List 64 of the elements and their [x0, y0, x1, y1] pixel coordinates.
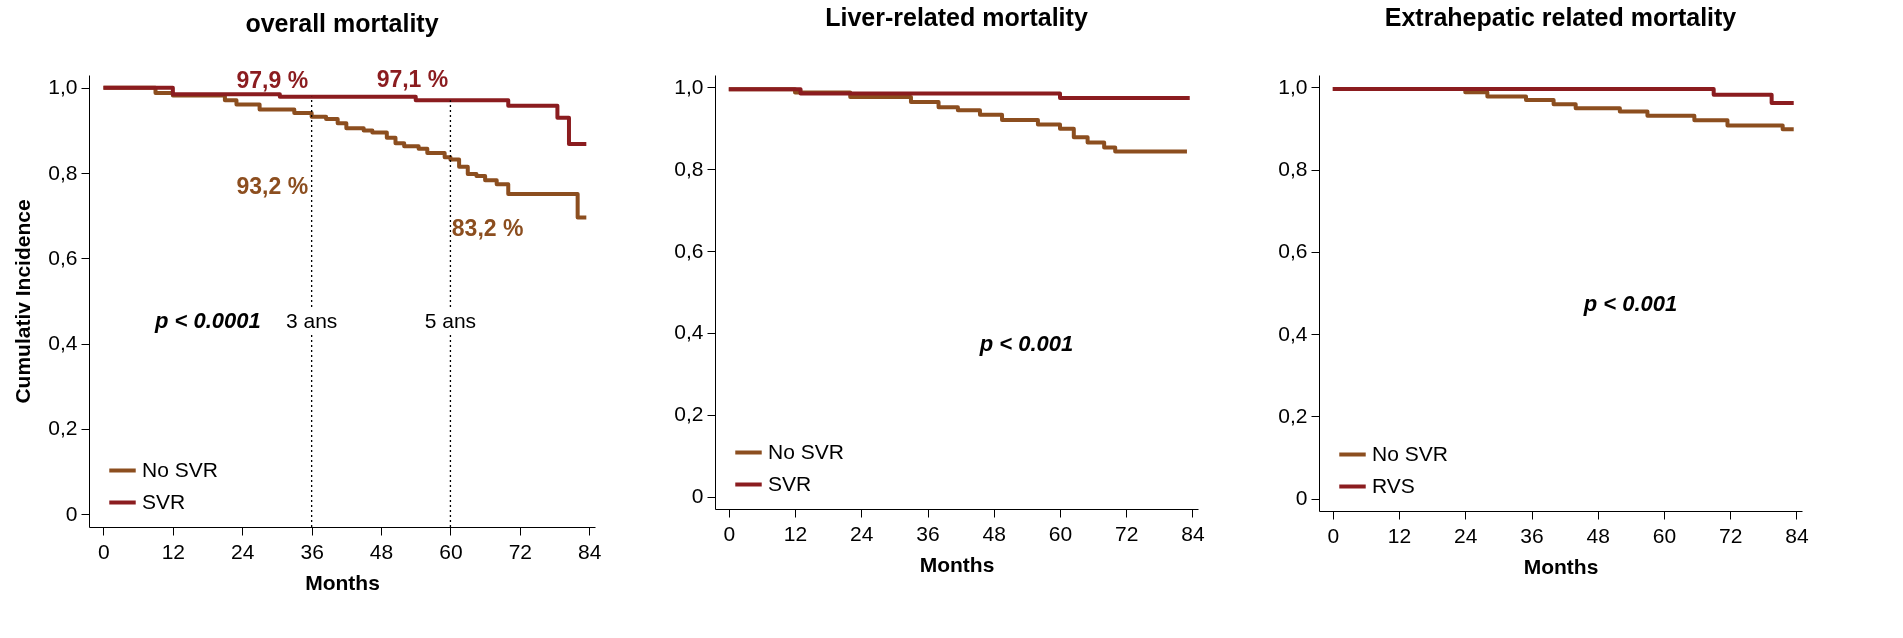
x-tick-label: 36 [300, 539, 324, 563]
x-tick-label: 24 [850, 521, 874, 545]
x-tick-label: 24 [1454, 523, 1478, 547]
x-tick-label: 48 [982, 521, 1006, 545]
x-tick-label: 84 [578, 539, 602, 563]
legend-label: SVR [142, 489, 186, 513]
x-axis-title: Months [305, 570, 380, 594]
annotation: p < 0.0001 [154, 308, 261, 334]
legend-label: SVR [768, 471, 812, 495]
x-tick-label: 12 [161, 539, 186, 563]
y-tick-label: 1,0 [48, 75, 78, 99]
chart-title: Liver-related mortality [825, 3, 1088, 31]
y-tick-label: 0 [691, 484, 704, 508]
annotation: 83,2 % [451, 215, 524, 242]
x-axis-title: Months [919, 552, 995, 576]
x-tick-label: 60 [439, 539, 463, 563]
x-tick-label: 0 [98, 539, 110, 563]
y-tick-label: 0,6 [48, 245, 78, 269]
y-tick-label: 0 [1295, 486, 1308, 510]
y-tick-label: 0,4 [1278, 321, 1308, 345]
legend-label: RVS [1372, 473, 1415, 497]
y-tick-label: 0,2 [1278, 403, 1308, 427]
x-tick-label: 24 [231, 539, 255, 563]
x-tick-label: 48 [369, 539, 394, 563]
x-tick-label: 60 [1652, 523, 1677, 547]
legend-label: No SVR [768, 439, 844, 463]
y-tick-label: 0,6 [674, 238, 704, 262]
annotation: 93,2 % [236, 173, 309, 200]
x-tick-label: 36 [916, 521, 940, 545]
x-tick-label: 72 [1115, 521, 1139, 545]
x-tick-label: 48 [1586, 523, 1610, 547]
ref-line-label: 3 ans [285, 309, 338, 333]
x-tick-label: 36 [1520, 523, 1544, 547]
x-tick-label: 12 [1387, 523, 1412, 547]
annotation: p < 0.001 [978, 331, 1074, 357]
chart-title: Extrahepatic related mortality [1384, 3, 1737, 31]
y-tick-label: 1,0 [1278, 74, 1308, 98]
x-tick-label: 84 [1181, 521, 1205, 545]
y-tick-label: 0,4 [48, 331, 78, 355]
x-axis-title: Months [1523, 554, 1599, 578]
chart-title: overall mortality [245, 8, 439, 37]
annotation: p < 0.001 [1582, 290, 1678, 316]
annotation: 97,1 % [376, 65, 449, 92]
x-tick-label: 84 [1785, 523, 1809, 547]
x-tick-label: 72 [508, 539, 532, 563]
y-tick-label: 0,8 [1278, 157, 1308, 181]
annotation: 97,9 % [236, 66, 309, 93]
y-tick-label: 0,8 [674, 156, 704, 180]
x-tick-label: 0 [1327, 523, 1340, 547]
legend-label: No SVR [1372, 441, 1448, 465]
x-tick-label: 60 [1048, 521, 1073, 545]
y-tick-label: 0,4 [674, 320, 704, 344]
y-tick-label: 1,0 [674, 74, 704, 98]
y-tick-label: 0,2 [674, 402, 704, 426]
y-tick-label: 0 [65, 501, 78, 525]
y-axis-title: Cumulativ Incidence [11, 199, 35, 404]
ref-line-label: 5 ans [424, 309, 477, 333]
x-tick-label: 72 [1719, 523, 1743, 547]
legend-label: No SVR [142, 457, 218, 481]
y-tick-label: 0,6 [1278, 239, 1308, 263]
y-tick-label: 0,2 [48, 416, 78, 440]
y-tick-label: 0,8 [48, 160, 78, 184]
x-tick-label: 12 [783, 521, 808, 545]
x-tick-label: 0 [723, 521, 736, 545]
